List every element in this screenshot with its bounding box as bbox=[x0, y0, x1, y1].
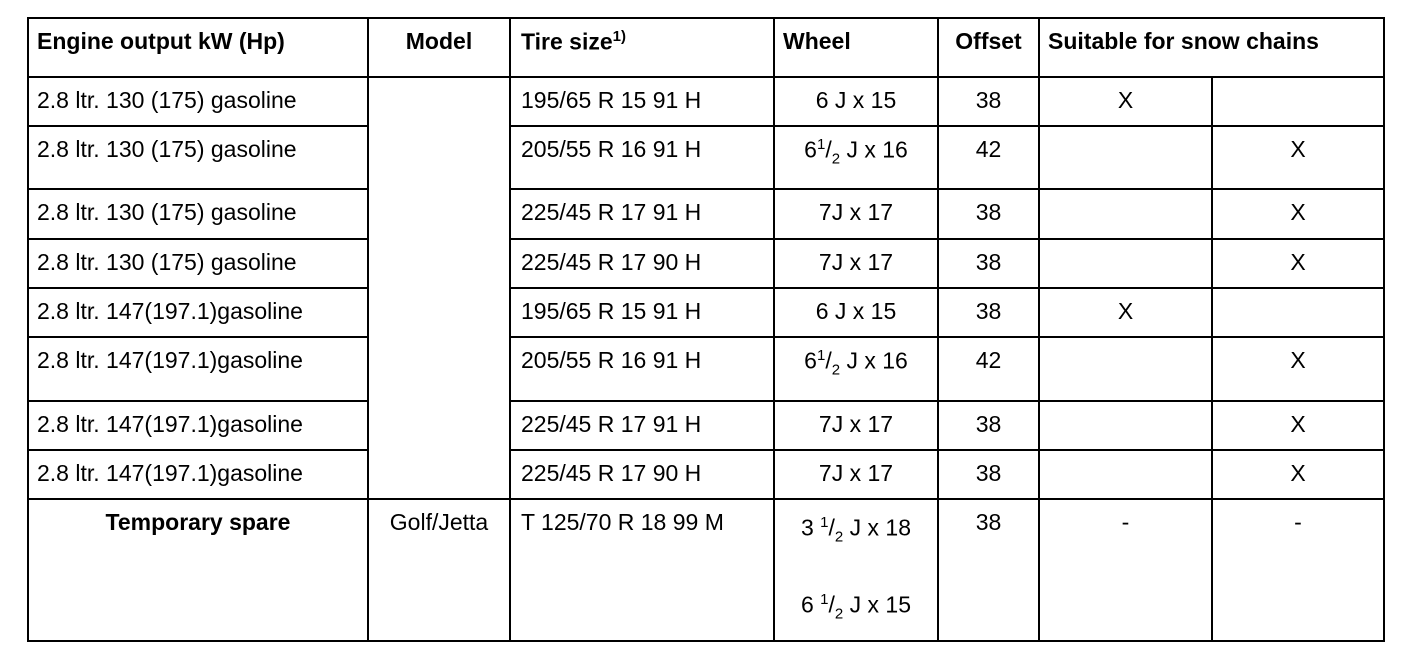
snow-cell: X bbox=[1211, 125, 1385, 190]
wheel-cell: 7J x 17 bbox=[773, 238, 939, 289]
table-row: 2.8 ltr. 147(197.1)gasoline 205/55 R 16 9… bbox=[27, 336, 1385, 402]
snow-cell bbox=[1038, 400, 1213, 451]
snow-cell bbox=[1211, 76, 1385, 127]
tire-cell: 225/45 R 17 91 H bbox=[509, 400, 775, 451]
wheel-num: 1 bbox=[816, 136, 826, 153]
header-cell: Suitable for snow chains bbox=[1038, 17, 1385, 78]
offset-cell: 38 bbox=[937, 400, 1040, 451]
wheel-rest: J x 18 bbox=[849, 514, 912, 541]
tire-cell: 205/55 R 16 91 H bbox=[509, 336, 775, 402]
tire-cell: 205/55 R 16 91 H bbox=[509, 125, 775, 190]
spare-row: Temporary spare Golf/Jetta T 125/70 R 18 9… bbox=[27, 498, 1385, 642]
wheel-size: 6 1/2 J x 15 bbox=[800, 591, 912, 623]
wheel-num: 1 bbox=[820, 591, 829, 609]
snow-cell: - bbox=[1211, 498, 1385, 642]
snow-cell: X bbox=[1211, 238, 1385, 289]
table-row: 2.8 ltr. 147(197.1)gasoline 225/45 R 17 9… bbox=[27, 449, 1385, 500]
wheel-den: 2 bbox=[834, 528, 844, 546]
offset-cell: 38 bbox=[937, 449, 1040, 500]
offset-cell: 38 bbox=[937, 188, 1040, 240]
wheel-rest: J x 15 bbox=[849, 591, 912, 618]
wheel-whole: 6 bbox=[800, 591, 821, 618]
tire-table: Engine output kW (Hp) Model Tire size1) … bbox=[27, 17, 1385, 642]
wheel-whole: 6 bbox=[804, 136, 817, 163]
snow-cell bbox=[1038, 449, 1213, 500]
header-text: Tire size bbox=[521, 28, 613, 55]
snow-cell: X bbox=[1211, 188, 1385, 240]
wheel-rest: J x 16 bbox=[846, 347, 908, 374]
table-row: 2.8 ltr. 130 (175) gasoline 225/45 R 17 9… bbox=[27, 238, 1385, 289]
header-cell: Offset bbox=[937, 17, 1040, 78]
wheel-den: 2 bbox=[831, 150, 841, 168]
wheel-whole: 3 bbox=[800, 514, 821, 541]
wheel-rest: J x 16 bbox=[846, 136, 908, 163]
wheel-size: 61/2 J x 16 bbox=[804, 136, 908, 168]
wheel-size: 61/2 J x 16 bbox=[804, 347, 908, 379]
wheel-cell: 7J x 17 bbox=[773, 400, 939, 451]
header-cell: Tire size1) bbox=[509, 17, 775, 78]
wheel-den: 2 bbox=[834, 605, 844, 623]
snow-cell: X bbox=[1211, 449, 1385, 500]
header-cell: Wheel bbox=[773, 17, 939, 78]
header-cell: Engine output kW (Hp) bbox=[27, 17, 369, 78]
snow-cell: X bbox=[1211, 400, 1385, 451]
header-row: Engine output kW (Hp) Model Tire size1) … bbox=[27, 17, 1385, 78]
offset-cell: 38 bbox=[937, 287, 1040, 338]
wheel-cell: 61/2 J x 16 bbox=[773, 125, 939, 190]
tire-cell: 225/45 R 17 90 H bbox=[509, 238, 775, 289]
wheel-num: 1 bbox=[820, 514, 829, 531]
snow-cell bbox=[1038, 125, 1213, 190]
snow-cell bbox=[1211, 287, 1385, 338]
engine-cell: 2.8 ltr. 147(197.1)gasoline bbox=[27, 400, 369, 451]
tire-cell: 225/45 R 17 90 H bbox=[509, 449, 775, 500]
table-row: 2.8 ltr. 130 (175) gasoline 225/45 R 17 9… bbox=[27, 188, 1385, 240]
engine-cell: 2.8 ltr. 130 (175) gasoline bbox=[27, 238, 369, 289]
table-row: 2.8 ltr. 147(197.1)gasoline 195/65 R 15 9… bbox=[27, 287, 1385, 338]
tire-cell: 195/65 R 15 91 H bbox=[509, 287, 775, 338]
snow-cell: X bbox=[1038, 76, 1213, 127]
wheel-size: 3 1/2 J x 18 bbox=[800, 514, 912, 546]
snow-cell bbox=[1038, 238, 1213, 289]
offset-cell: 38 bbox=[937, 76, 1040, 127]
engine-cell: 2.8 ltr. 130 (175) gasoline bbox=[27, 76, 369, 127]
snow-cell: - bbox=[1038, 498, 1213, 642]
engine-cell: 2.8 ltr. 130 (175) gasoline bbox=[27, 188, 369, 240]
snow-cell: X bbox=[1038, 287, 1213, 338]
footnote-mark: 1) bbox=[612, 28, 626, 45]
wheel-whole: 6 bbox=[804, 347, 817, 374]
tire-cell: T 125/70 R 18 99 M bbox=[509, 498, 775, 642]
snow-cell bbox=[1038, 336, 1213, 402]
model-cell bbox=[367, 76, 511, 500]
engine-cell: Temporary spare bbox=[27, 498, 369, 642]
engine-cell: 2.8 ltr. 130 (175) gasoline bbox=[27, 125, 369, 190]
offset-cell: 42 bbox=[937, 336, 1040, 402]
engine-cell: 2.8 ltr. 147(197.1)gasoline bbox=[27, 287, 369, 338]
snow-cell bbox=[1038, 188, 1213, 240]
wheel-cell: 7J x 17 bbox=[773, 449, 939, 500]
wheel-cell: 61/2 J x 16 bbox=[773, 336, 939, 402]
snow-cell: X bbox=[1211, 336, 1385, 402]
table-row: 2.8 ltr. 130 (175) gasoline 205/55 R 16 9… bbox=[27, 125, 1385, 190]
tire-cell: 225/45 R 17 91 H bbox=[509, 188, 775, 240]
model-cell: Golf/Jetta bbox=[367, 498, 511, 642]
wheel-cell: 3 1/2 J x 18 6 1/2 J x 15 bbox=[773, 498, 939, 642]
wheel-den: 2 bbox=[831, 361, 841, 379]
table-row: 2.8 ltr. 147(197.1)gasoline 225/45 R 17 9… bbox=[27, 400, 1385, 451]
wheel-cell: 6 J x 15 bbox=[773, 76, 939, 127]
offset-cell: 38 bbox=[937, 238, 1040, 289]
engine-cell: 2.8 ltr. 147(197.1)gasoline bbox=[27, 449, 369, 500]
wheel-cell: 7J x 17 bbox=[773, 188, 939, 240]
wheel-num: 1 bbox=[816, 347, 826, 364]
offset-cell: 42 bbox=[937, 125, 1040, 190]
engine-cell: 2.8 ltr. 147(197.1)gasoline bbox=[27, 336, 369, 402]
offset-cell: 38 bbox=[937, 498, 1040, 642]
table-row: 2.8 ltr. 130 (175) gasoline 195/65 R 15 9… bbox=[27, 76, 1385, 500]
wheel-cell: 6 J x 15 bbox=[773, 287, 939, 338]
tire-cell: 195/65 R 15 91 H bbox=[509, 76, 775, 127]
header-cell: Model bbox=[367, 17, 511, 78]
